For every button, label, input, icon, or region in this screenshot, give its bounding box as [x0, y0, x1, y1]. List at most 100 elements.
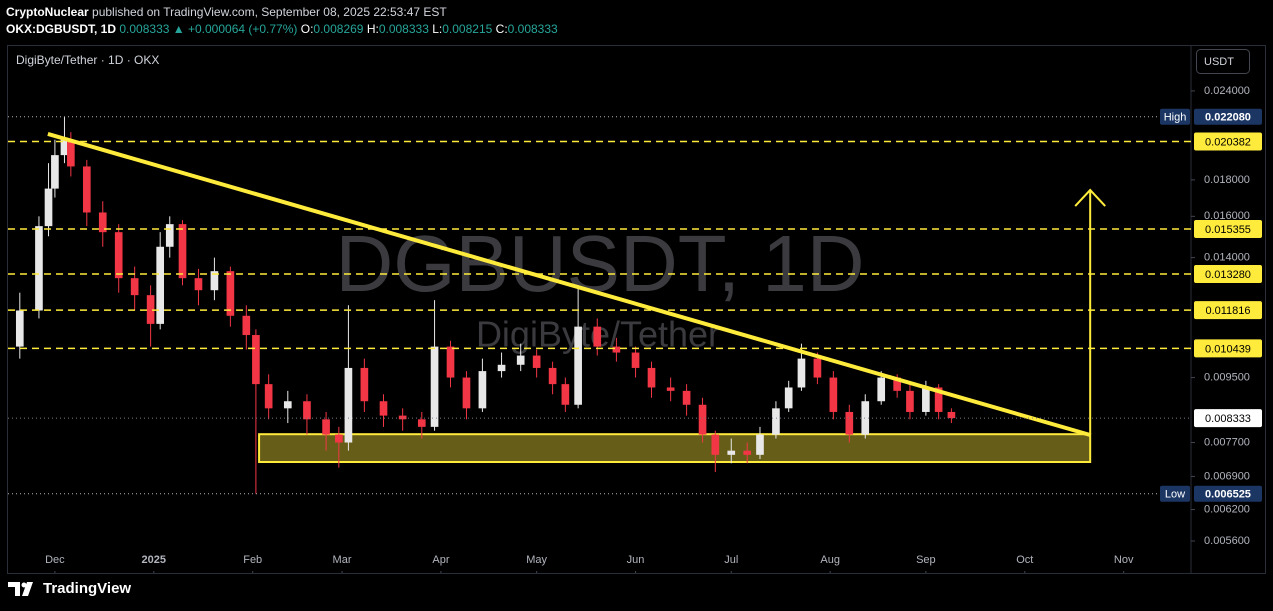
level-label-box — [1194, 301, 1262, 320]
extreme-tag — [1160, 485, 1190, 502]
candle-body — [631, 352, 640, 368]
candle-body — [593, 326, 602, 347]
level-label: 0.010439 — [1205, 343, 1251, 355]
candle-body — [574, 326, 582, 405]
trendline — [47, 132, 1091, 437]
x-tick-label: Nov — [1114, 554, 1134, 566]
candle-body — [532, 355, 541, 368]
x-tick-label: Dec — [45, 554, 65, 566]
candle-body — [82, 166, 91, 213]
candle-body — [44, 188, 53, 227]
candle-body — [813, 358, 822, 378]
candle-body — [647, 367, 656, 388]
candle-body — [264, 384, 273, 409]
brand: TradingView — [43, 580, 132, 597]
x-tick-label: Oct — [1016, 554, 1033, 566]
ohlc-value: 0.008333 — [507, 22, 558, 36]
extreme-tag-label: High — [1164, 112, 1187, 124]
candle-body — [906, 390, 914, 412]
change: ▲ +0.000064 (+0.77%) — [172, 22, 298, 36]
candle-body — [178, 224, 187, 279]
ohlc-key: O: — [300, 22, 314, 36]
symbol: OKX:DGBUSDT, 1D — [6, 22, 117, 36]
candle-body — [210, 271, 219, 291]
candle-body — [252, 335, 260, 385]
candle-body — [497, 364, 506, 372]
candle-body — [283, 401, 292, 409]
candle-body — [682, 390, 691, 405]
candle-body — [797, 358, 806, 388]
ohlc-value: 0.008215 — [442, 22, 493, 36]
footer: TradingView — [8, 580, 131, 597]
x-tick-label: Aug — [820, 554, 840, 566]
ohlc-key: H: — [366, 22, 379, 36]
candle-body — [146, 295, 155, 324]
candle-body — [743, 450, 752, 455]
y-tick-label: 0.018000 — [1204, 174, 1250, 186]
extreme-label-box — [1194, 485, 1262, 502]
x-tick-label: Mar — [333, 554, 352, 566]
candle-body — [772, 408, 780, 435]
level-label-box — [1194, 132, 1262, 151]
extreme-tag — [1160, 108, 1190, 125]
target-arrow — [1074, 188, 1106, 435]
candle-body — [478, 371, 487, 409]
x-tick-label: Apr — [432, 554, 449, 566]
extreme-tag-label: Low — [1165, 489, 1185, 501]
support-box — [258, 433, 1092, 464]
candle-body — [35, 226, 43, 311]
y-tick-label: 0.007700 — [1204, 436, 1250, 448]
level-label: 0.020382 — [1205, 136, 1251, 148]
level-label-box — [1194, 264, 1262, 283]
x-tick-label: 2025 — [142, 554, 166, 566]
last-price-box — [1194, 409, 1262, 428]
candle-body — [756, 434, 764, 455]
candle-body — [784, 387, 793, 409]
x-tick-label: Jun — [627, 554, 645, 566]
extreme-label: 0.006525 — [1205, 489, 1251, 501]
level-label-box — [1194, 339, 1262, 358]
candle-body — [194, 278, 203, 291]
candle-body — [612, 346, 621, 353]
x-tick-label: Sep — [916, 554, 936, 566]
candle-body — [379, 401, 388, 416]
x-tick-label: May — [526, 554, 547, 566]
candle-body — [877, 377, 886, 402]
candle-body — [417, 419, 426, 427]
candle-body — [922, 387, 930, 412]
candle-body — [446, 346, 455, 378]
candle-body — [51, 155, 59, 189]
last-price-label: 0.008333 — [1205, 413, 1251, 425]
x-tick-label: Jul — [724, 554, 738, 566]
ohlc-key: L: — [432, 22, 443, 36]
candle-body — [156, 246, 165, 324]
level-label: 0.015355 — [1205, 224, 1251, 236]
level-label-box — [1194, 220, 1262, 239]
currency[interactable]: USDT — [1204, 56, 1234, 68]
candle-body — [165, 224, 174, 247]
candle-body — [462, 377, 471, 409]
candle-body — [130, 278, 139, 296]
currency-button[interactable] — [1196, 49, 1250, 74]
candle-body — [934, 387, 943, 412]
x-tick-label: Feb — [243, 554, 262, 566]
extreme-label: 0.022080 — [1205, 112, 1251, 124]
author[interactable]: CryptoNuclear — [6, 5, 89, 19]
candle-body — [430, 346, 439, 427]
candle-body — [516, 355, 525, 365]
published: published on TradingView.com, September … — [92, 5, 447, 19]
level-label: 0.013280 — [1205, 269, 1251, 281]
candle-body — [67, 139, 75, 167]
candle-body — [303, 401, 311, 420]
y-tick-label: 0.009500 — [1204, 371, 1250, 383]
candle-body — [242, 315, 251, 336]
candle-body — [114, 232, 123, 279]
y-tick-label: 0.016000 — [1204, 210, 1250, 222]
y-tick-label: 0.005600 — [1204, 535, 1250, 547]
candle-body — [666, 387, 675, 391]
candle-body — [344, 367, 353, 443]
candle-body — [947, 411, 956, 419]
candle-body — [98, 212, 107, 233]
candle-body — [711, 434, 720, 455]
